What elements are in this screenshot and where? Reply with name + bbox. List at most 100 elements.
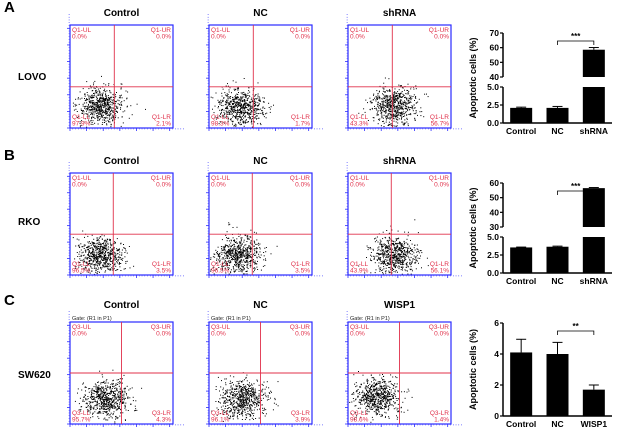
event-dot (114, 241, 115, 243)
event-dot (242, 99, 244, 101)
event-dot (123, 247, 125, 249)
event-dot (88, 242, 90, 244)
event-dot (89, 106, 91, 108)
event-dot (124, 387, 126, 389)
event-dot (72, 102, 74, 104)
event-dot (102, 122, 104, 124)
event-dot (370, 248, 372, 250)
event-dot (106, 108, 108, 110)
event-dot (246, 112, 248, 114)
event-dot (92, 248, 94, 250)
quadrant-name: Q1-LL (350, 114, 368, 121)
event-dot (127, 397, 128, 399)
event-dot (388, 90, 390, 92)
event-dot (248, 237, 250, 239)
event-dot (378, 267, 380, 269)
event-dot (375, 255, 377, 257)
event-dot (88, 251, 90, 253)
event-dot (111, 244, 113, 246)
bar-nc (546, 246, 569, 273)
event-dot (107, 95, 109, 97)
event-dot (256, 266, 258, 268)
event-dot (80, 110, 82, 111)
event-dot (96, 115, 98, 117)
event-dot (122, 111, 124, 113)
event-dot (79, 256, 81, 257)
event-dot (249, 91, 251, 93)
event-dot (100, 382, 102, 383)
event-dot (106, 115, 108, 116)
event-dot (384, 254, 386, 256)
event-dot (110, 389, 112, 391)
event-dot (104, 404, 106, 406)
event-dot (226, 254, 228, 256)
event-dot (100, 98, 102, 99)
event-dot (103, 252, 105, 254)
event-dot (109, 91, 111, 93)
event-dot (236, 269, 238, 271)
event-dot (408, 100, 410, 102)
event-dot (415, 113, 417, 115)
event-dot (381, 262, 383, 264)
event-dot (100, 251, 102, 253)
event-dot (133, 265, 135, 267)
event-dot (118, 249, 120, 251)
event-dot (235, 94, 237, 96)
event-dot (97, 112, 99, 114)
event-dot (110, 243, 112, 245)
event-dot (105, 392, 106, 394)
quadrant-value: 43.9% (350, 268, 369, 275)
event-dot (100, 398, 102, 400)
event-dot (118, 257, 120, 259)
event-dot (240, 96, 242, 98)
event-dot (383, 107, 385, 109)
event-dot (100, 252, 101, 254)
event-dot (398, 254, 400, 256)
event-dot (243, 241, 245, 243)
event-dot (236, 257, 238, 259)
event-dot (413, 107, 415, 109)
event-dot (112, 369, 114, 371)
event-dot (389, 118, 391, 120)
event-dot (377, 241, 379, 243)
event-dot (244, 107, 246, 109)
event-dot (379, 118, 381, 120)
event-dot (110, 102, 112, 104)
event-dot (85, 113, 87, 115)
significance-bracket (557, 40, 595, 45)
event-dot (89, 396, 91, 398)
event-dot (75, 98, 77, 100)
event-dot (85, 403, 87, 405)
event-dot (250, 121, 252, 123)
event-dot (97, 252, 99, 253)
event-dot (255, 116, 257, 118)
event-dot (214, 105, 216, 107)
event-dot (92, 264, 94, 266)
event-dot (217, 255, 219, 257)
event-dot (117, 248, 119, 250)
y-tick-label: 60 (490, 43, 500, 53)
event-dot (233, 110, 235, 112)
quadrant-value: 96.5% (72, 268, 91, 275)
event-dot (84, 261, 86, 263)
event-dot (247, 255, 249, 257)
event-dot (250, 243, 252, 245)
event-dot (413, 252, 415, 254)
event-dot (105, 94, 106, 96)
event-dot (254, 262, 256, 264)
event-dot (392, 95, 394, 97)
event-dot (87, 245, 89, 247)
event-dot (415, 259, 417, 261)
event-dot (406, 238, 408, 240)
event-dot (398, 260, 400, 262)
event-dot (395, 99, 397, 101)
event-dot (111, 250, 112, 252)
event-dot (105, 241, 107, 243)
event-dot (113, 247, 115, 249)
event-dot (115, 407, 117, 409)
event-dot (384, 247, 386, 249)
event-dot (245, 247, 247, 249)
event-dot (262, 112, 264, 114)
event-dot (109, 405, 111, 406)
